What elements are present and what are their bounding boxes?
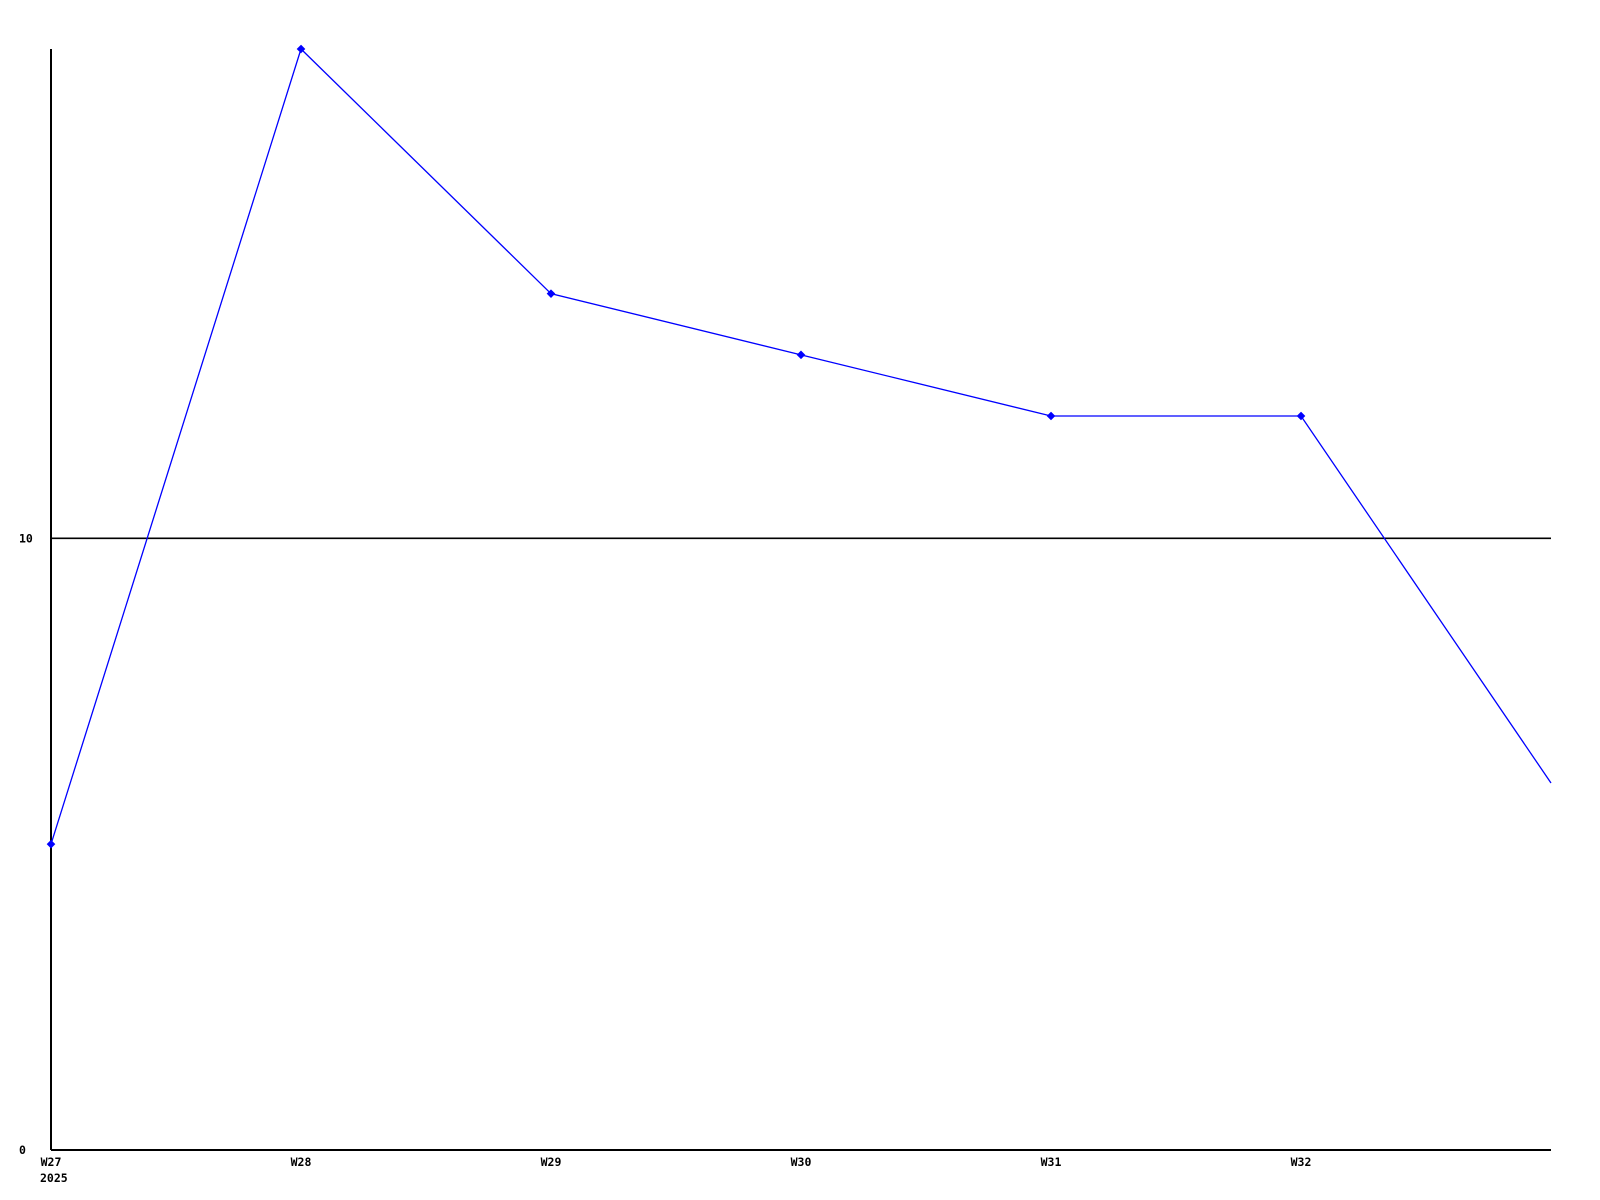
x-tick-label-W27: W27 bbox=[41, 1155, 62, 1169]
data-point-marker bbox=[1046, 411, 1056, 421]
y-tick-label-10: 10 bbox=[19, 531, 33, 545]
data-point-marker bbox=[796, 350, 806, 360]
data-point-marker bbox=[296, 44, 306, 54]
x-tick-label-W31: W31 bbox=[1041, 1155, 1062, 1169]
x-tick-label-W28: W28 bbox=[291, 1155, 312, 1169]
series-line bbox=[50, 47, 1552, 845]
x-tick-label-W29: W29 bbox=[541, 1155, 562, 1169]
x-axis-year-label: 2025 bbox=[40, 1171, 68, 1185]
x-tick-label-W32: W32 bbox=[1291, 1155, 1312, 1169]
data-point-marker bbox=[46, 839, 56, 849]
y-tick-label-0: 0 bbox=[19, 1143, 26, 1157]
data-point-marker bbox=[1296, 411, 1306, 421]
data-point-marker bbox=[546, 289, 556, 298]
x-tick-label-W30: W30 bbox=[791, 1155, 812, 1169]
